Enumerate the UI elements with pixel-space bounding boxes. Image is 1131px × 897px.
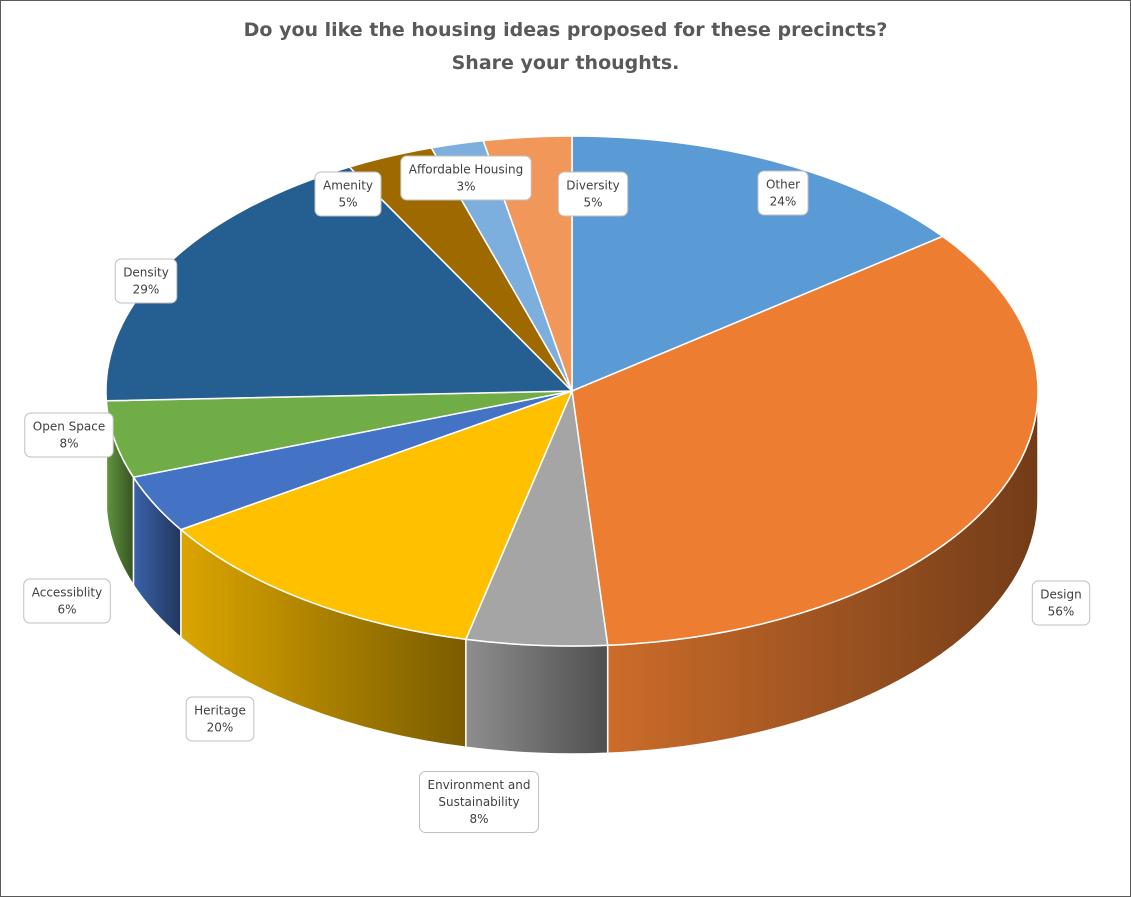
data-label-percent: 56% [1048, 605, 1075, 619]
chart-title-line-2: Share your thoughts. [451, 52, 680, 74]
data-label-percent: 8% [59, 437, 78, 451]
data-label-percent: 5% [583, 196, 602, 210]
data-label-category: Amenity [323, 179, 373, 193]
data-label-category: Sustainability [438, 795, 519, 809]
data-label-accessiblity: Accessiblity 6% [23, 578, 111, 624]
data-label-category: Design [1040, 588, 1081, 602]
data-label-box [757, 170, 809, 216]
data-label-category: Density [123, 266, 169, 280]
data-label-percent: 29% [133, 283, 160, 297]
data-label-box [23, 578, 111, 624]
data-label-affordable-housing: Affordable Housing 3% [400, 155, 532, 201]
data-label-percent: 3% [456, 180, 475, 194]
data-label-box [185, 696, 255, 742]
chart-title: Do you like the housing ideas proposed f… [0, 14, 1131, 80]
data-label-box [314, 171, 382, 217]
data-label-category: Heritage [194, 704, 246, 718]
data-label-percent: 5% [338, 196, 357, 210]
data-label-category: Accessiblity [32, 586, 103, 600]
data-label-category: Affordable Housing [409, 163, 523, 177]
data-label-density: Density 29% [114, 258, 178, 304]
data-label-amenity: Amenity 5% [314, 171, 382, 217]
data-label-percent: 20% [207, 721, 234, 735]
data-label-percent: 6% [57, 603, 76, 617]
data-label-box [557, 171, 629, 217]
data-label-box [418, 771, 540, 833]
data-label-percent: 24% [770, 195, 797, 209]
pie-slice-design [571, 235, 1039, 647]
data-label-design: Design 56% [1031, 580, 1091, 626]
data-label-percent: 8% [469, 812, 488, 826]
pie-slice-heritage [179, 389, 574, 641]
data-label-diversity: Diversity 5% [557, 171, 629, 217]
data-label-box [1031, 580, 1091, 626]
data-label-category: Other [766, 178, 800, 192]
pie-tops [105, 135, 1039, 647]
data-label-heritage: Heritage 20% [185, 696, 255, 742]
data-labels: Other 24% Design 56% Environment and Sustaina… [23, 155, 1091, 833]
data-label-open-space: Open Space 8% [24, 412, 114, 458]
data-label-other: Other 24% [757, 170, 809, 216]
data-label-box [114, 258, 178, 304]
chart-title-line-1: Do you like the housing ideas proposed f… [243, 19, 888, 41]
data-label-box [400, 155, 532, 201]
pie-slice-other [571, 135, 945, 393]
pie-side-environment-and-sustainability [465, 638, 609, 755]
data-label-box [24, 412, 114, 458]
data-label-category: Environment and [427, 778, 530, 792]
data-label-environment-and-sustainability: Environment and Sustainability 8% [418, 771, 540, 833]
data-label-category: Diversity [566, 179, 619, 193]
data-label-category: Open Space [33, 420, 105, 434]
